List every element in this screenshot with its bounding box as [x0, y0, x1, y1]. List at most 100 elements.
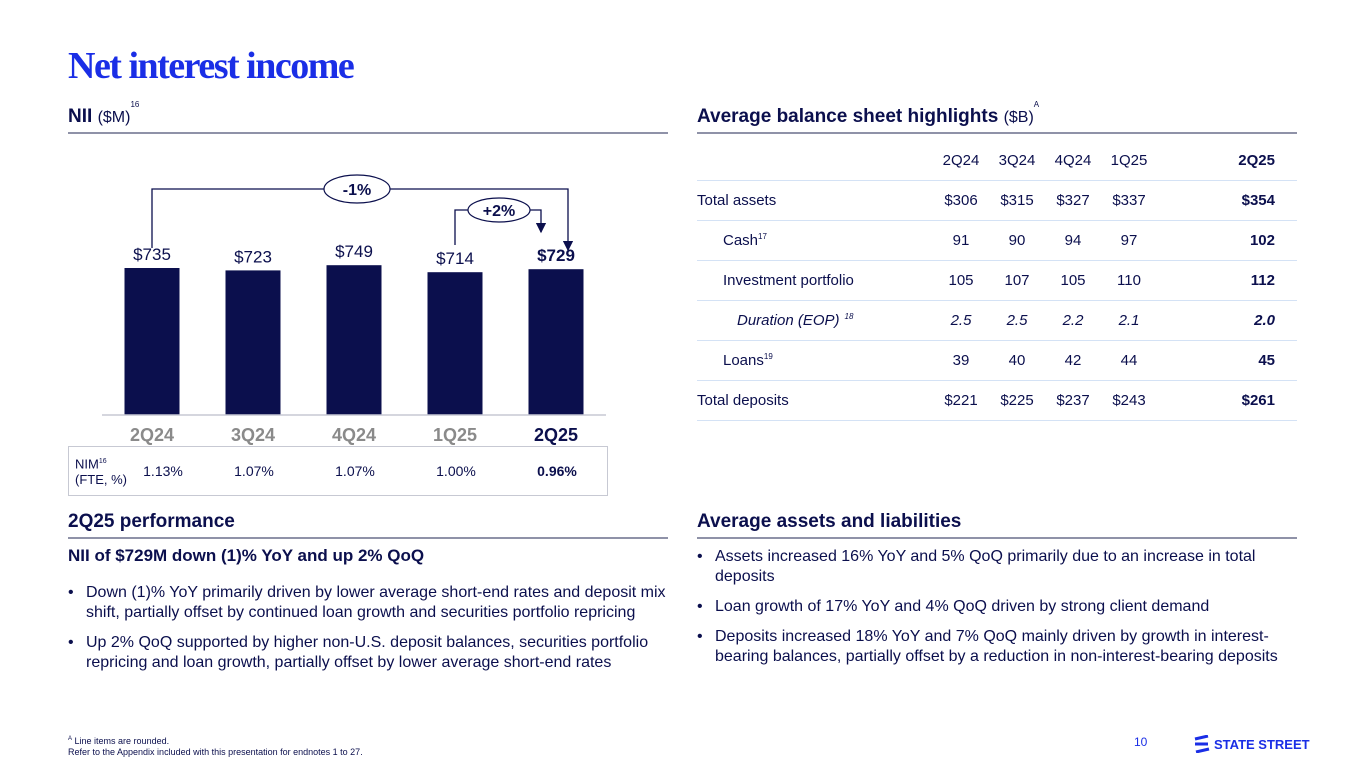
footnote-2: Refer to the Appendix included with this… — [68, 747, 363, 757]
bullet-item: Up 2% QoQ supported by higher non-U.S. d… — [68, 633, 668, 673]
category-label: 4Q24 — [332, 425, 376, 445]
footnote-1: Line items are rounded. — [74, 736, 170, 746]
divider — [697, 537, 1297, 539]
table-cell: $225 — [989, 380, 1045, 421]
table-cell: 105 — [1045, 260, 1101, 301]
table-cell: 44 — [1101, 340, 1157, 381]
table-cell: $221 — [933, 380, 989, 421]
table-row: Cash17 91 90 94 97 102 — [697, 220, 1297, 261]
nim-value: 1.07% — [234, 463, 274, 479]
table-cell: $237 — [1045, 380, 1101, 421]
table-row: Investment portfolio 105 107 105 110 112 — [697, 260, 1297, 301]
nim-note: 16 — [98, 458, 107, 465]
yoy-badge — [323, 174, 391, 204]
nim-value: 0.96% — [537, 463, 577, 479]
table-cell: $327 — [1045, 180, 1101, 221]
table-cell: $243 — [1101, 380, 1157, 421]
qoq-badge-text: +2% — [483, 203, 515, 220]
category-label: 2Q24 — [130, 425, 174, 445]
row-label: Cash17 — [697, 220, 933, 261]
nii-note: 16 — [130, 100, 140, 109]
row-label-text: Total deposits — [697, 392, 789, 409]
nii-unit: ($M) — [97, 109, 131, 126]
bar-4Q24 — [326, 265, 382, 415]
column-header: 2Q24 — [933, 141, 989, 181]
table-cell: 110 — [1101, 260, 1157, 301]
row-label: Duration (EOP) 18 — [697, 300, 933, 341]
table-cell: 91 — [933, 220, 989, 261]
header-blank — [697, 141, 933, 181]
bar-value-label: $723 — [234, 247, 272, 266]
nim-label: NIM16 (FTE, %) — [75, 454, 127, 488]
bullet-item: Down (1)% YoY primarily driven by lower … — [68, 583, 668, 623]
column-header: 3Q24 — [989, 141, 1045, 181]
bar-value-label: $729 — [537, 246, 575, 265]
bar-value-label: $749 — [335, 242, 373, 261]
page-number: 10 — [1134, 735, 1148, 749]
bar-1Q25 — [427, 272, 483, 415]
table-cell: $354 — [1157, 180, 1297, 221]
logo-text: STATE STREET — [1214, 736, 1310, 752]
row-label-text: Total assets — [697, 192, 777, 209]
table-cell: 2.5 — [933, 300, 989, 341]
nim-value: 1.00% — [436, 463, 476, 479]
balance-note: A — [1033, 100, 1040, 109]
bar-value-label: $714 — [436, 249, 474, 268]
table-row: Loans19 39 40 42 44 45 — [697, 340, 1297, 381]
table-cell: 39 — [933, 340, 989, 381]
assets-heading: Average assets and liabilities — [697, 511, 962, 532]
category-label: 3Q24 — [231, 425, 275, 445]
divider — [68, 537, 668, 539]
nim-box: NIM16 (FTE, %) 1.13% 1.07% 1.07% 1.00% 0.96% — [68, 446, 608, 496]
row-note: 18 — [844, 312, 854, 321]
balance-label: Average balance sheet highlights — [697, 106, 999, 127]
row-label: Total deposits — [697, 380, 933, 421]
table-cell: 112 — [1157, 260, 1297, 301]
performance-heading: 2Q25 performance — [68, 511, 235, 532]
logo-mark-icon — [1194, 735, 1210, 753]
table-row: Total assets $306 $315 $327 $337 $354 — [697, 180, 1297, 221]
table-row: Duration (EOP) 18 2.5 2.5 2.2 2.1 2.0 — [697, 300, 1297, 341]
nii-bar-chart: $735 2Q24 $723 3Q24 $749 4Q24 $714 1Q25 $729 2Q25… — [102, 174, 606, 445]
nii-heading: NII ($M)16 — [68, 100, 139, 128]
footnote-marker: A — [68, 736, 73, 742]
table-cell: 2.2 — [1045, 300, 1101, 341]
bar-2Q25 — [528, 269, 584, 415]
bullet-item: Assets increased 16% YoY and 5% QoQ prim… — [697, 547, 1297, 587]
column-header: 4Q24 — [1045, 141, 1101, 181]
yoy-badge-text: -1% — [343, 182, 371, 199]
bar-2Q24 — [124, 268, 180, 415]
row-label: Total assets — [697, 180, 933, 221]
divider — [68, 132, 668, 134]
balance-table: 2Q24 3Q24 4Q24 1Q25 2Q25 Total assets $306 $315… — [697, 141, 1297, 421]
table-cell: 97 — [1101, 220, 1157, 261]
table-cell: 105 — [933, 260, 989, 301]
table-cell: 2.0 — [1157, 300, 1297, 341]
state-street-logo: STATE STREET — [1194, 735, 1310, 753]
nim-value: 1.13% — [143, 463, 183, 479]
table-cell: 94 — [1045, 220, 1101, 261]
table-row: Total deposits $221 $225 $237 $243 $261 — [697, 380, 1297, 421]
column-header: 1Q25 — [1101, 141, 1157, 181]
bar-3Q24 — [225, 270, 281, 415]
table-cell: $315 — [989, 180, 1045, 221]
row-label-text: Investment portfolio — [723, 272, 854, 289]
row-label-text: Cash — [723, 232, 759, 249]
table-cell: $337 — [1101, 180, 1157, 221]
row-note: 19 — [763, 352, 773, 361]
table-cell: 107 — [989, 260, 1045, 301]
table-header-row: 2Q24 3Q24 4Q24 1Q25 2Q25 — [697, 141, 1297, 181]
bullet-item: Loan growth of 17% YoY and 4% QoQ driven… — [697, 597, 1297, 617]
balance-heading: Average balance sheet highlights ($B)A — [697, 100, 1039, 128]
bar-value-label: $735 — [133, 245, 171, 264]
bullet-item: Deposits increased 18% YoY and 7% QoQ ma… — [697, 627, 1297, 667]
qoq-badge — [467, 197, 531, 223]
column-header: 2Q25 — [1157, 141, 1297, 181]
row-label: Investment portfolio — [697, 260, 933, 301]
table-cell: $261 — [1157, 380, 1297, 421]
row-label: Loans19 — [697, 340, 933, 381]
row-label-text: Loans — [723, 352, 764, 369]
table-cell: 90 — [989, 220, 1045, 261]
table-cell: $306 — [933, 180, 989, 221]
